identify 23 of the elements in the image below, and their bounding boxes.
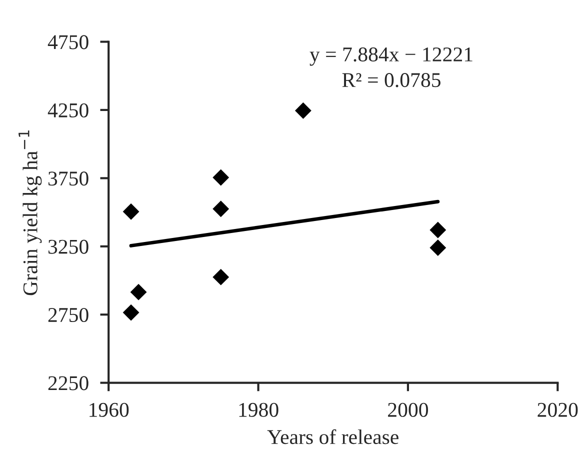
- point: [212, 169, 230, 186]
- y-axis-title: Grain yield kg ha$^{−1}$: [18, 130, 42, 296]
- point: [122, 304, 140, 321]
- annotation: R² = 0.0785: [342, 73, 440, 88]
- x-tick-label: 2000: [388, 402, 428, 417]
- x-tick-label: 1960: [90, 402, 129, 417]
- y-tick-label: 4250: [48, 103, 88, 118]
- y-tick-label: 2250: [48, 376, 88, 390]
- point: [130, 284, 147, 300]
- y-tick-label: 2750: [48, 308, 88, 322]
- point: [212, 200, 230, 218]
- point: [212, 268, 230, 286]
- point: [122, 203, 140, 220]
- point: [294, 102, 312, 119]
- point: [430, 240, 446, 256]
- x-axis-title: Years of release: [267, 429, 398, 444]
- x-tick-label: 1980: [239, 402, 278, 417]
- y-tick-label: 3250: [48, 240, 88, 254]
- annotation: y = 7.884x − 12221: [310, 47, 472, 66]
- x-tick-label: 2020: [538, 402, 578, 417]
- y-tick-label: 3750: [48, 172, 88, 186]
- point: [430, 222, 446, 238]
- y-tick-label: 4750: [48, 35, 88, 50]
